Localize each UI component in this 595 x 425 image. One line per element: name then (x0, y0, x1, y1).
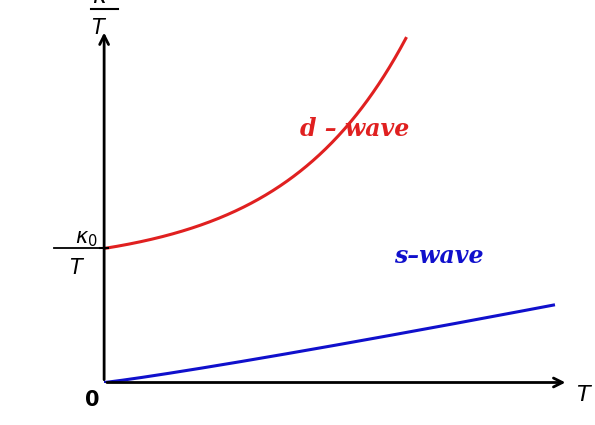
Text: d – wave: d – wave (300, 116, 409, 141)
Text: $\mathbf{0}$: $\mathbf{0}$ (84, 389, 100, 410)
Text: $\kappa_0$: $\kappa_0$ (76, 229, 98, 249)
Text: $T$: $T$ (92, 18, 108, 38)
Text: s–wave: s–wave (393, 244, 483, 267)
Text: $T$: $T$ (69, 258, 86, 278)
Text: $T$: $T$ (576, 384, 593, 406)
Text: $\kappa$: $\kappa$ (92, 0, 107, 8)
